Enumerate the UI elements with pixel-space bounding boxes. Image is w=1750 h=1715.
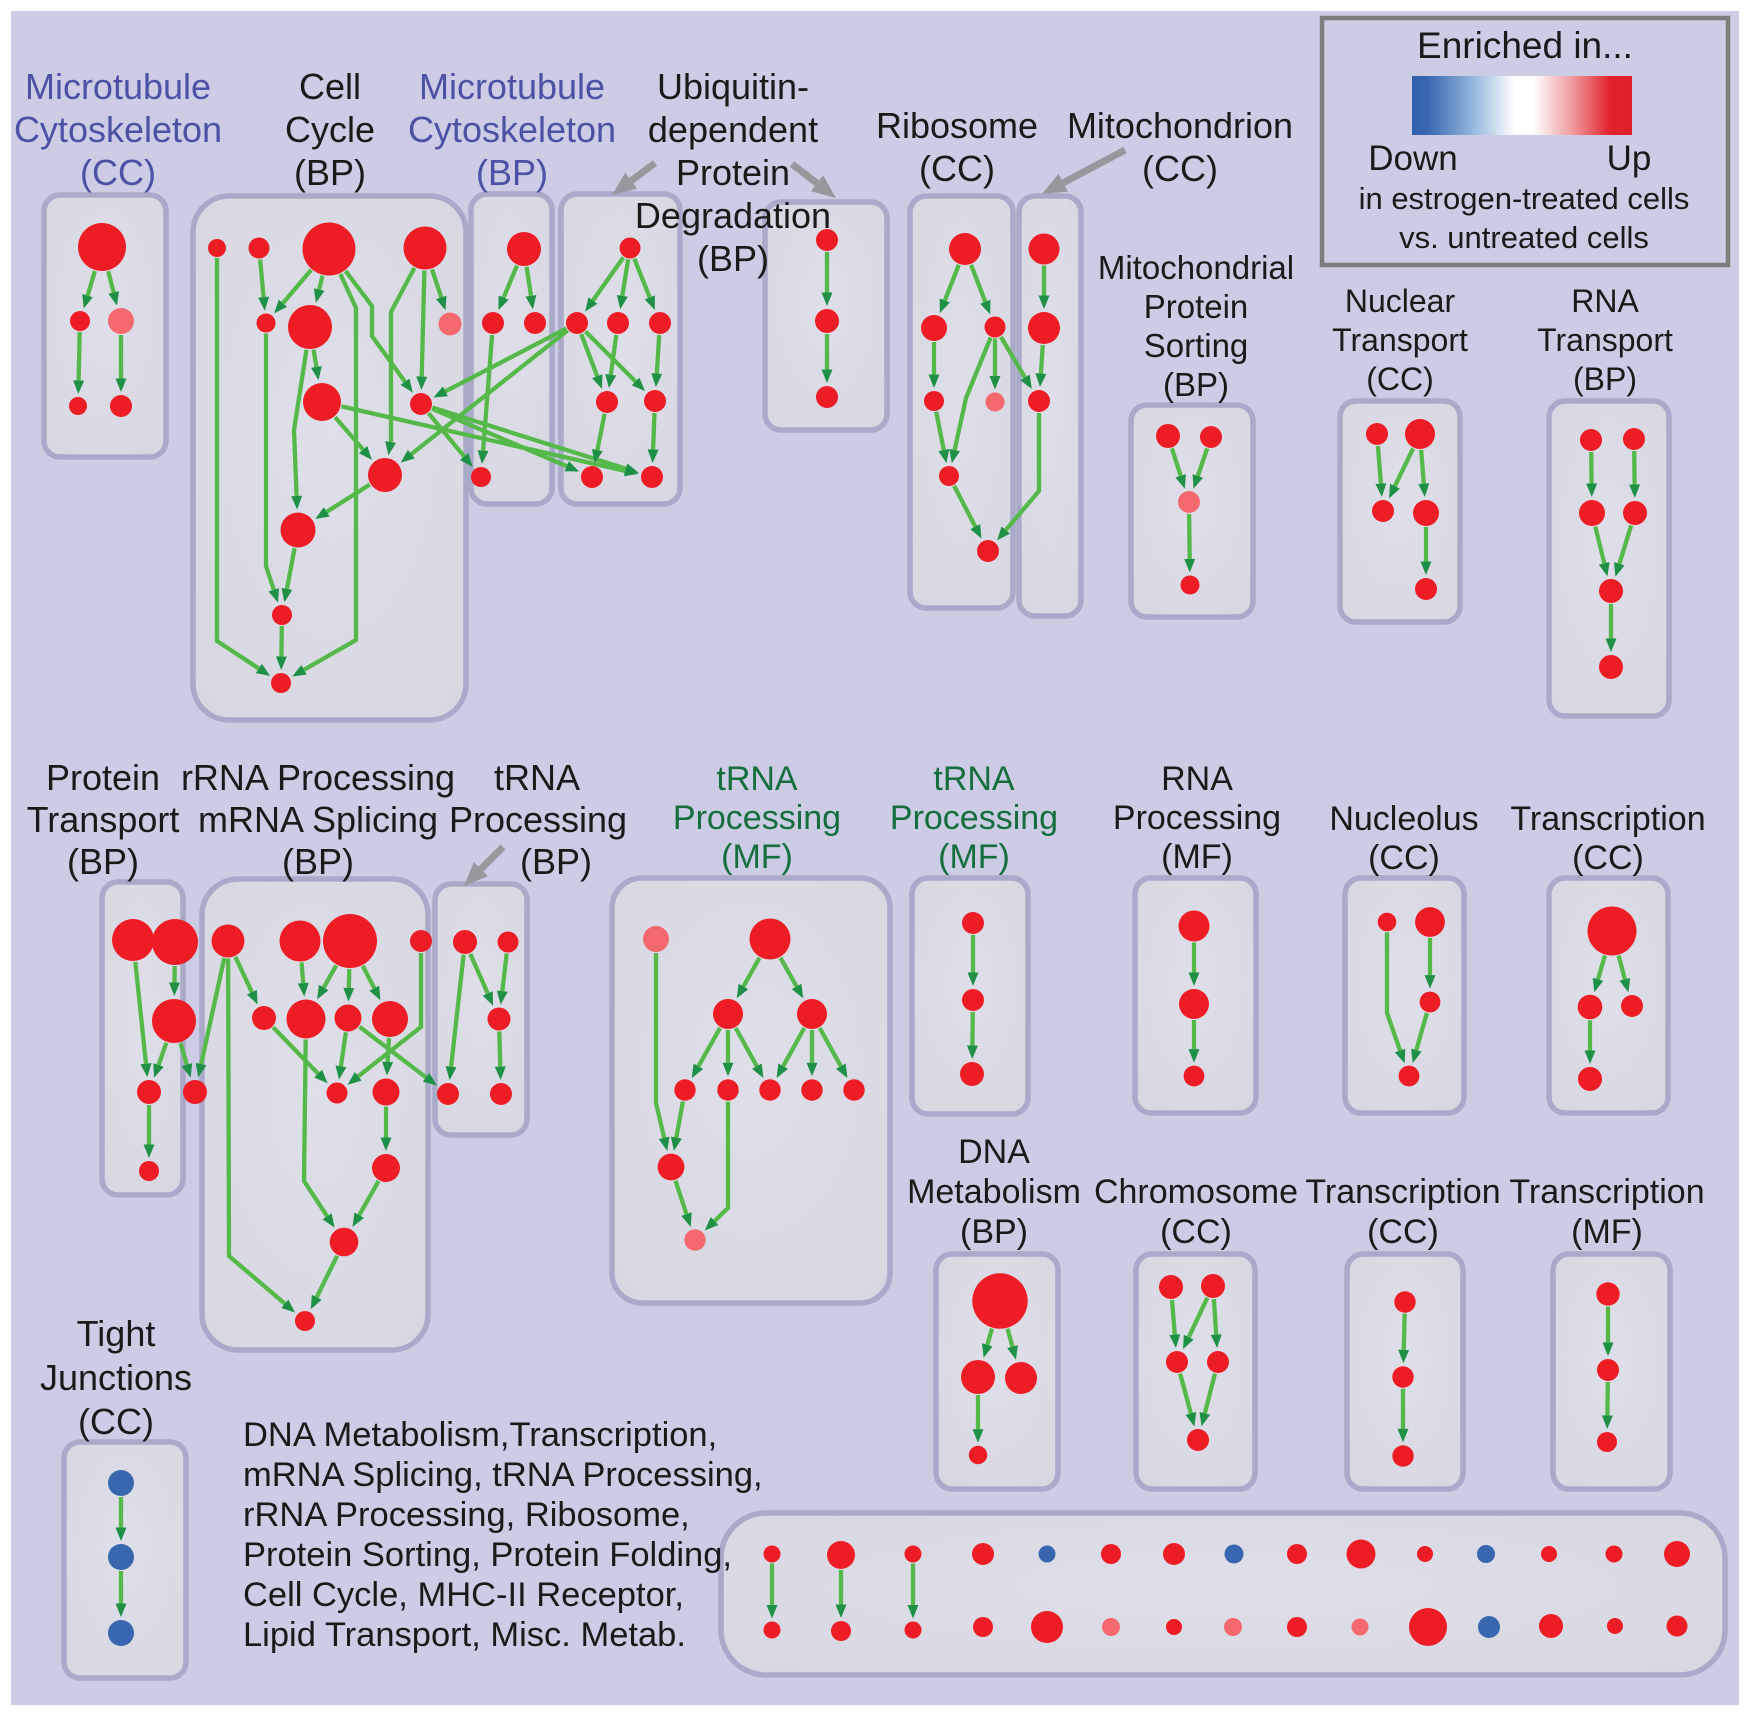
svg-text:Microtubule: Microtubule — [419, 66, 605, 107]
svg-text:Microtubule: Microtubule — [25, 66, 211, 107]
svg-text:Ubiquitin-: Ubiquitin- — [657, 66, 809, 107]
svg-text:Mitochondrial: Mitochondrial — [1098, 249, 1294, 286]
svg-text:Up: Up — [1607, 139, 1652, 178]
svg-text:(CC): (CC) — [78, 1401, 154, 1442]
svg-text:Chromosome: Chromosome — [1094, 1173, 1298, 1211]
svg-text:Transport: Transport — [1537, 322, 1673, 358]
svg-text:(BP): (BP) — [476, 152, 548, 193]
svg-text:mRNA Splicing: mRNA Splicing — [198, 799, 438, 840]
svg-text:Transcription: Transcription — [1305, 1173, 1500, 1211]
svg-text:Protein: Protein — [1144, 288, 1249, 325]
svg-text:Lipid Transport, Misc. Metab.: Lipid Transport, Misc. Metab. — [243, 1616, 686, 1654]
svg-text:Cytoskeleton: Cytoskeleton — [408, 109, 616, 150]
svg-text:(CC): (CC) — [1367, 1213, 1439, 1251]
svg-text:(CC): (CC) — [80, 152, 156, 193]
svg-text:(CC): (CC) — [1368, 839, 1440, 877]
svg-text:Metabolism: Metabolism — [907, 1173, 1081, 1211]
svg-text:(CC): (CC) — [1160, 1213, 1232, 1251]
svg-text:Junctions: Junctions — [40, 1357, 192, 1398]
svg-text:tRNA: tRNA — [716, 760, 798, 798]
svg-text:DNA: DNA — [958, 1133, 1030, 1171]
svg-text:Protein Sorting, Protein Foldi: Protein Sorting, Protein Folding, — [243, 1536, 732, 1574]
svg-text:(BP): (BP) — [960, 1213, 1028, 1251]
svg-text:rRNA Processing: rRNA Processing — [181, 757, 455, 798]
svg-text:(BP): (BP) — [1163, 366, 1229, 403]
svg-text:RNA: RNA — [1571, 283, 1639, 319]
svg-text:Nucleolus: Nucleolus — [1329, 800, 1478, 838]
svg-text:Cytoskeleton: Cytoskeleton — [14, 109, 222, 150]
svg-text:Processing: Processing — [1113, 799, 1281, 837]
svg-text:(CC): (CC) — [1572, 839, 1644, 877]
svg-text:(CC): (CC) — [919, 148, 995, 189]
svg-text:Processing: Processing — [673, 799, 841, 837]
svg-text:(BP): (BP) — [697, 238, 769, 279]
svg-text:Down: Down — [1368, 139, 1457, 178]
svg-text:(BP): (BP) — [1573, 361, 1637, 397]
svg-text:Transcription: Transcription — [1510, 800, 1705, 838]
svg-text:(MF): (MF) — [1571, 1213, 1643, 1251]
svg-text:Protein: Protein — [46, 757, 160, 798]
svg-text:(MF): (MF) — [721, 838, 793, 876]
svg-text:Sorting: Sorting — [1144, 327, 1249, 364]
svg-text:Cell Cycle, MHC-II Receptor,: Cell Cycle, MHC-II Receptor, — [243, 1576, 684, 1614]
svg-text:(CC): (CC) — [1142, 148, 1218, 189]
svg-text:dependent: dependent — [648, 109, 818, 150]
svg-text:Protein: Protein — [676, 152, 790, 193]
svg-text:tRNA: tRNA — [933, 760, 1015, 798]
svg-text:Mitochondrion: Mitochondrion — [1067, 105, 1293, 146]
svg-text:rRNA Processing, Ribosome,: rRNA Processing, Ribosome, — [243, 1496, 690, 1534]
svg-text:(BP): (BP) — [67, 841, 139, 882]
svg-text:Processing: Processing — [449, 799, 627, 840]
svg-text:Transport: Transport — [27, 799, 180, 840]
svg-text:Processing: Processing — [890, 799, 1058, 837]
svg-text:RNA: RNA — [1161, 760, 1233, 798]
svg-text:(MF): (MF) — [1161, 838, 1233, 876]
svg-text:Cycle: Cycle — [285, 109, 375, 150]
svg-text:in estrogen-treated cells: in estrogen-treated cells — [1359, 181, 1690, 216]
svg-text:Tight: Tight — [77, 1313, 156, 1354]
svg-text:(BP): (BP) — [282, 841, 354, 882]
svg-text:Transcription: Transcription — [1509, 1173, 1704, 1211]
svg-text:(MF): (MF) — [938, 838, 1010, 876]
svg-text:Transport: Transport — [1332, 322, 1468, 358]
svg-text:(BP): (BP) — [520, 841, 592, 882]
svg-text:Cell: Cell — [299, 66, 361, 107]
svg-text:DNA Metabolism,Transcription,: DNA Metabolism,Transcription, — [243, 1416, 717, 1454]
svg-text:Nuclear: Nuclear — [1345, 283, 1456, 319]
svg-text:Degradation: Degradation — [635, 195, 831, 236]
svg-text:Enriched in...: Enriched in... — [1417, 25, 1633, 66]
svg-text:(BP): (BP) — [294, 152, 366, 193]
svg-text:mRNA Splicing, tRNA Processing: mRNA Splicing, tRNA Processing, — [243, 1456, 763, 1494]
svg-text:Ribosome: Ribosome — [876, 105, 1038, 146]
svg-text:(CC): (CC) — [1366, 361, 1434, 397]
svg-text:tRNA: tRNA — [494, 757, 580, 798]
svg-text:vs. untreated cells: vs. untreated cells — [1399, 220, 1649, 255]
